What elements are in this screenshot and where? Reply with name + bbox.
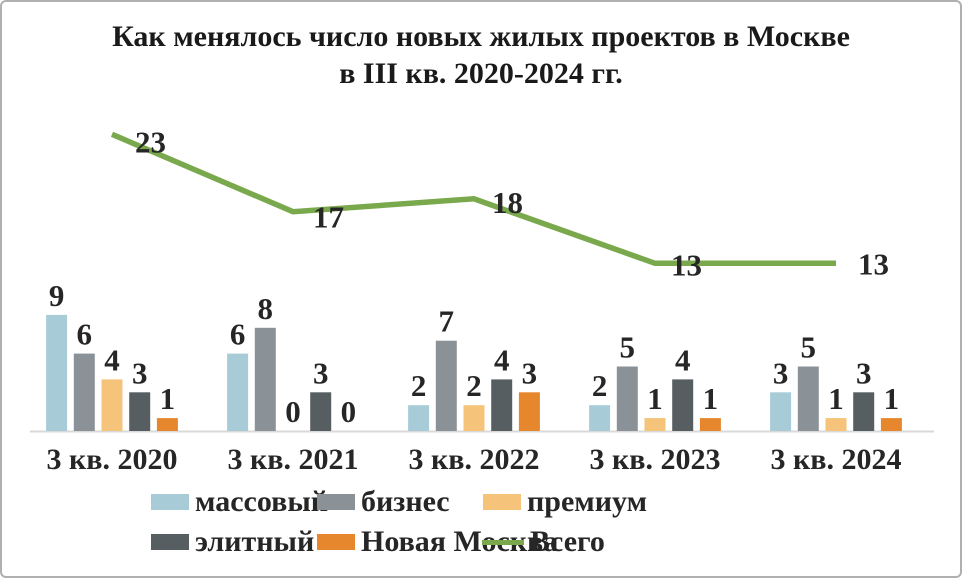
legend-label-vsego: Всего xyxy=(530,525,605,558)
chart-title-line2: в III кв. 2020-2024 гг. xyxy=(339,57,623,90)
bar-value-label: 6 xyxy=(230,317,246,352)
bar-value-label: 0 xyxy=(341,394,357,429)
bar xyxy=(73,353,95,431)
bar xyxy=(518,392,540,431)
bar xyxy=(310,392,332,431)
bar-value-label: 9 xyxy=(49,278,65,313)
bar-value-label: 2 xyxy=(466,368,482,403)
bar-value-label: 2 xyxy=(592,368,608,403)
bar xyxy=(616,366,638,431)
bar xyxy=(491,379,513,431)
legend-swatch-massovyy xyxy=(151,494,189,510)
bar xyxy=(435,340,457,431)
bar-value-label: 5 xyxy=(801,330,817,365)
line-value-label: 13 xyxy=(858,246,889,281)
line-value-label: 18 xyxy=(492,185,523,220)
line-value-label: 17 xyxy=(313,200,344,235)
x-axis-label: 3 кв. 2020 xyxy=(47,443,178,476)
bar xyxy=(589,405,611,431)
legend-label-elitnyy: элитный xyxy=(195,525,315,558)
bar xyxy=(825,418,847,431)
legend-label-novaya-moskva: Новая Москва xyxy=(361,525,559,558)
bar-value-label: 1 xyxy=(647,381,663,416)
bar-value-label: 1 xyxy=(703,381,719,416)
bar-value-label: 7 xyxy=(439,304,455,339)
bar xyxy=(699,418,721,431)
legend-item-premium: премиум xyxy=(483,485,648,518)
legend-swatch-premium xyxy=(483,494,521,510)
bar xyxy=(129,392,151,431)
bar xyxy=(672,379,694,431)
chart-title: Как менялось число новых жилых проектов … xyxy=(2,18,960,92)
legend-item-massovyy: массовый xyxy=(151,485,329,518)
bar-value-label: 3 xyxy=(522,355,538,390)
bar-value-label: 6 xyxy=(77,317,93,352)
line-value-label: 23 xyxy=(135,124,166,159)
legend-label-premium: премиум xyxy=(527,485,648,518)
legend-swatch-vsego xyxy=(482,539,524,545)
legend-label-biznes: бизнес xyxy=(361,485,450,518)
legend-item-vsego: Всего xyxy=(482,525,605,558)
legend-item-elitnyy: элитный xyxy=(151,525,315,558)
bar-value-label: 3 xyxy=(773,355,789,390)
bar-value-label: 3 xyxy=(132,355,148,390)
bar xyxy=(156,418,178,431)
legend-item-novaya-moskva: Новая Москва xyxy=(317,525,559,558)
legend-label-massovyy: массовый xyxy=(195,485,329,518)
x-axis-label: 3 кв. 2024 xyxy=(771,443,902,476)
legend-swatch-biznes xyxy=(317,494,355,510)
x-axis-label: 3 кв. 2021 xyxy=(228,443,359,476)
bar-value-label: 4 xyxy=(675,342,691,377)
bar xyxy=(254,327,276,431)
legend-swatch-novaya-moskva xyxy=(317,534,355,550)
bar xyxy=(770,392,792,431)
bar-value-label: 1 xyxy=(160,381,176,416)
line-value-label: 13 xyxy=(671,247,702,282)
bar-value-label: 5 xyxy=(620,330,636,365)
bar xyxy=(463,405,485,431)
bar xyxy=(853,392,875,431)
bar-value-label: 2 xyxy=(411,368,427,403)
bar-value-label: 4 xyxy=(104,342,120,377)
bar-value-label: 1 xyxy=(884,381,900,416)
bar-value-label: 3 xyxy=(313,355,329,390)
total-line xyxy=(110,131,836,267)
bar-value-label: 0 xyxy=(285,394,301,429)
bar xyxy=(797,366,819,431)
bar-value-label: 4 xyxy=(494,342,510,377)
legend-swatch-elitnyy xyxy=(151,534,189,550)
legend-item-biznes: бизнес xyxy=(317,485,450,518)
bar xyxy=(46,314,68,431)
bar xyxy=(101,379,123,431)
x-axis-label: 3 кв. 2023 xyxy=(590,443,721,476)
bar xyxy=(408,405,430,431)
bar-value-label: 8 xyxy=(258,291,274,326)
chart-title-line1: Как менялось число новых жилых проектов … xyxy=(112,20,850,53)
bar xyxy=(644,418,666,431)
bar xyxy=(227,353,249,431)
bar-value-label: 1 xyxy=(828,381,844,416)
bar xyxy=(880,418,902,431)
x-axis-label: 3 кв. 2022 xyxy=(409,443,540,476)
bar-value-label: 3 xyxy=(856,355,872,390)
